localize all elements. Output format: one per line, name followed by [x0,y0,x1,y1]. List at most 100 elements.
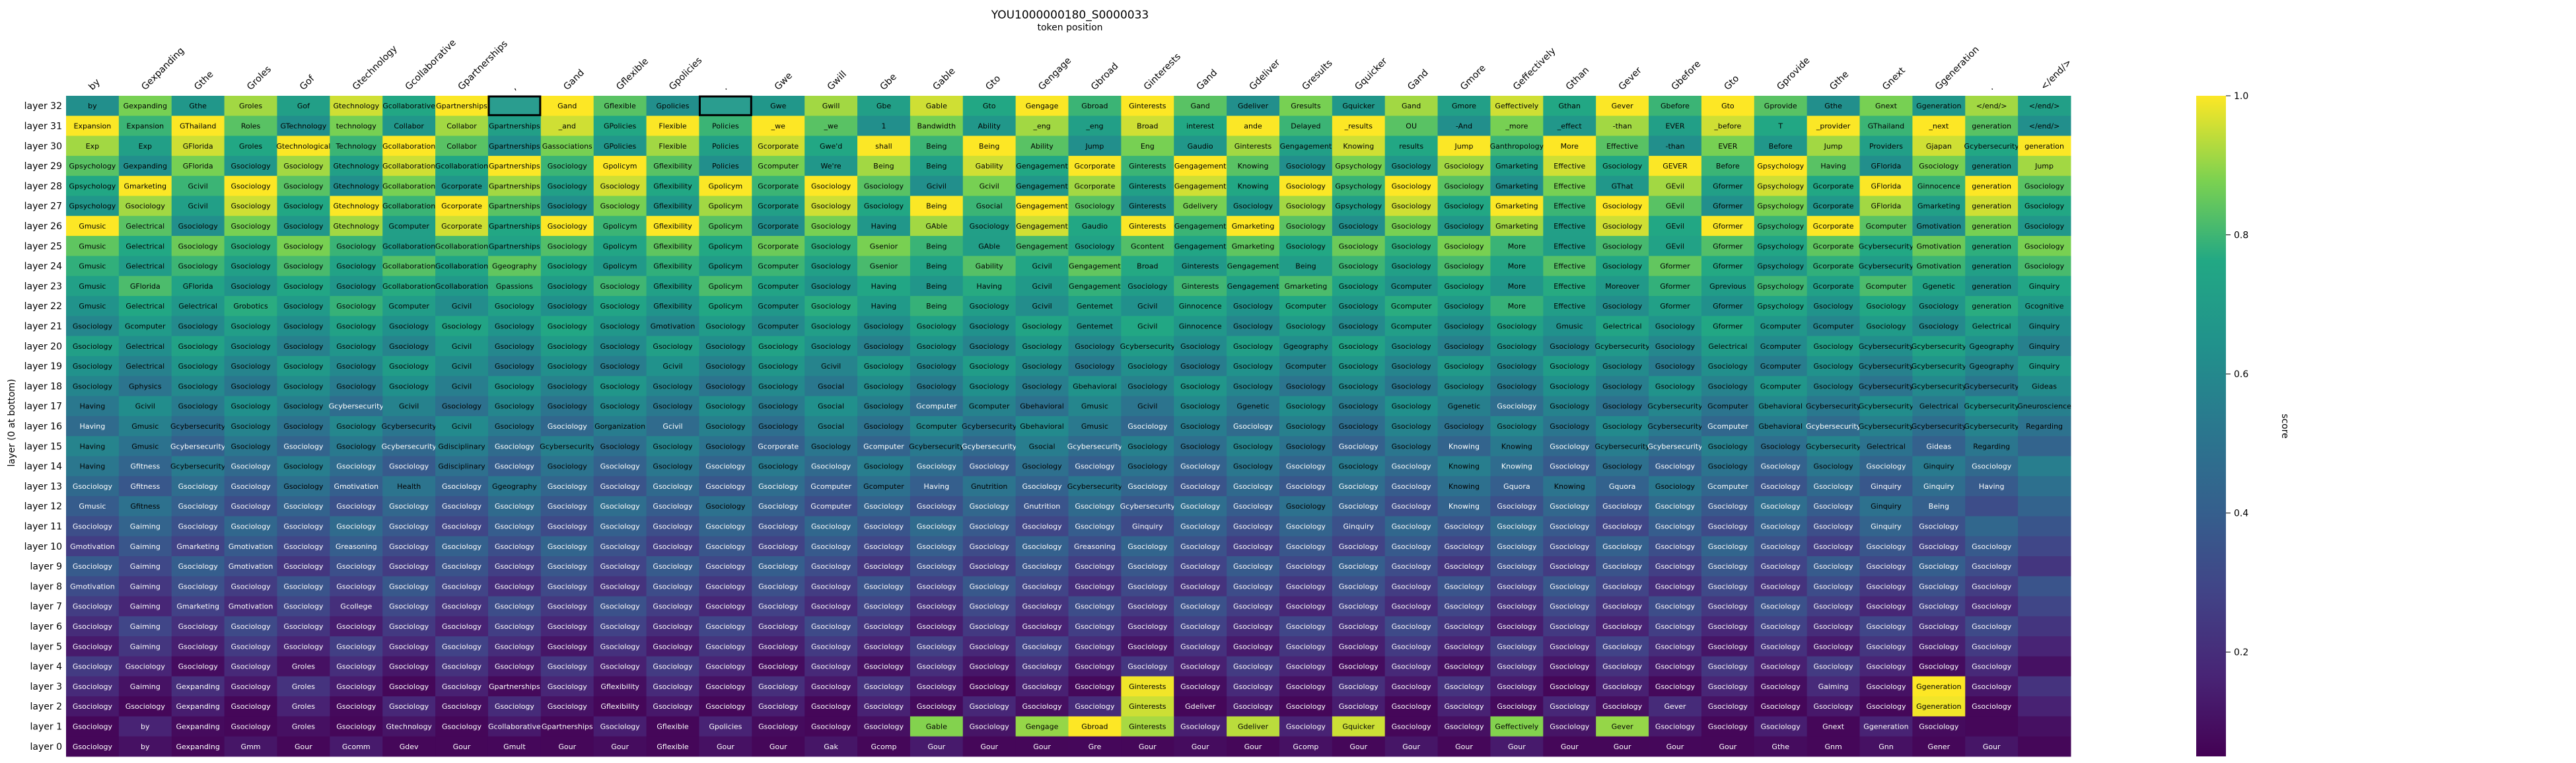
x-tick-labels: by Gexpanding Gthe Groles Gof Gtechnology Gcol… [87,38,2073,92]
cell-label: Gpartnerships [542,723,593,731]
heatmap-cell [435,196,489,217]
heatmap-cell [910,96,964,116]
cell-label: Gsociology [283,642,324,651]
x-tick-label: Gengage [1036,55,1073,92]
heatmap-cell [1332,176,1386,197]
heatmap-cell [699,155,752,176]
cell-label: Gsociology [283,382,324,390]
cell-label: Gour [1561,743,1579,751]
cell-label: Ginnocence [1917,182,1960,190]
cell-label: Gable [926,723,947,731]
cell-label: Gdelivery [1183,202,1218,211]
heatmap-cell [118,316,172,337]
cell-label: Gformer [1713,242,1743,250]
heatmap-cell [224,296,277,316]
cell-label: Gsociology [1602,202,1643,211]
cell-label: Gsociology [917,642,957,651]
cell-label: Gsociology [811,302,851,310]
heatmap-cell [277,96,330,116]
cell-label: Gsociology [548,402,588,411]
heatmap-cell [1965,116,2019,137]
heatmap-cell [382,236,436,256]
cell-label: Gcomputer [916,402,957,411]
cell-label: Before [1769,142,1793,151]
heatmap-cell [1596,135,1649,157]
cell-label: Gpartnerships [489,202,540,211]
cell-label: Gsociology [1233,422,1273,431]
cell-label: Gsociology [548,162,588,170]
cell-label: Gsociology [1180,723,1221,731]
heatmap-cell [224,236,277,256]
heatmap-cell [1068,215,1122,236]
cell-label: Gsociology [1814,362,1854,371]
cell-label: ande [1244,122,1262,130]
cell-label: Gsociology [336,342,376,351]
heatmap-cell [1596,196,1649,217]
heatmap-cell [805,316,858,337]
cell-label: Gcorporate [1074,162,1115,170]
cell-label: Greasoning [336,542,377,551]
cell-label: Gsociology [495,642,535,651]
cell-label: Gsociology [548,523,588,531]
cell-label: Jump [1085,142,1104,151]
heatmap-cell [1912,275,1966,297]
cell-label: Gbehavioral [1758,402,1803,411]
cell-label: generation [1972,262,2011,271]
cell-label: Gsociology [178,562,219,571]
heatmap-cell [118,176,172,197]
heatmap-cell [1701,296,1755,316]
cell-label: Gsociology [705,482,746,491]
cell-label: GFlorida [1871,182,1901,190]
heatmap-cell [330,296,383,316]
cell-label: Gour [717,743,734,751]
cell-label: Gcollaboration [382,242,435,250]
heatmap-cell [1912,196,1966,217]
heatmap-cell [382,176,436,197]
heatmap-cell [330,256,383,277]
cell-label: Gsociology [1866,322,1906,330]
cell-label: Gsociology [1233,382,1273,390]
heatmap-cell [330,155,383,176]
cell-label: Gsociology [495,622,535,631]
cell-label: Gsociology [1233,562,1273,571]
cell-label: Gsociology [1444,582,1484,591]
cell-label: Being [926,262,947,271]
heatmap-cell [752,236,805,256]
cell-label: Gsociology [1708,582,1748,591]
cell-label: Gsociology [1444,182,1484,190]
cell-label: Gsociology [1339,362,1379,371]
heatmap-cell [910,236,964,256]
cell-label: Gpolicym [709,242,743,250]
heatmap-cell [1701,96,1755,116]
cell-label: Gsociology [600,642,641,651]
cell-label: Gsociology [73,362,113,371]
cell-label: Gsociology [917,582,957,591]
heatmap-cell [1912,176,1966,197]
heatmap-cell [1384,215,1439,236]
cell-label: Ability [978,122,1001,130]
cell-label: Gcomputer [758,262,799,271]
cell-label: Gcybersecurity [962,442,1017,451]
heatmap-cell [382,355,436,377]
heatmap-cell [1859,236,1913,256]
cell-label: Gpartnerships [489,162,540,170]
heatmap-cell [857,116,911,137]
cell-label: Gprevious [1709,282,1746,291]
cell-label: Gsociology [811,682,851,691]
heatmap-cell [540,116,594,137]
cell-label: Gsociology [1392,242,1432,250]
cell-label: Gmusic [79,502,106,511]
cell-label: Gsociology [600,663,641,671]
cell-label: Gcollaborative [488,723,541,731]
cell-label: Gbefore [1661,102,1690,110]
cell-label: Gsenior [870,262,898,271]
heatmap-cell [1121,316,1174,337]
heatmap-cell [382,135,436,157]
heatmap-cell [1754,275,1808,297]
cell-label: Gsociology [231,462,271,471]
y-tick-label: layer 11 [24,522,62,532]
cell-label: Gcybersecurity [1647,442,1703,451]
colorbar-tick-label: 1.0 [2234,91,2248,102]
heatmap-cell [646,355,699,377]
cell-label: Gsociology [231,202,271,211]
